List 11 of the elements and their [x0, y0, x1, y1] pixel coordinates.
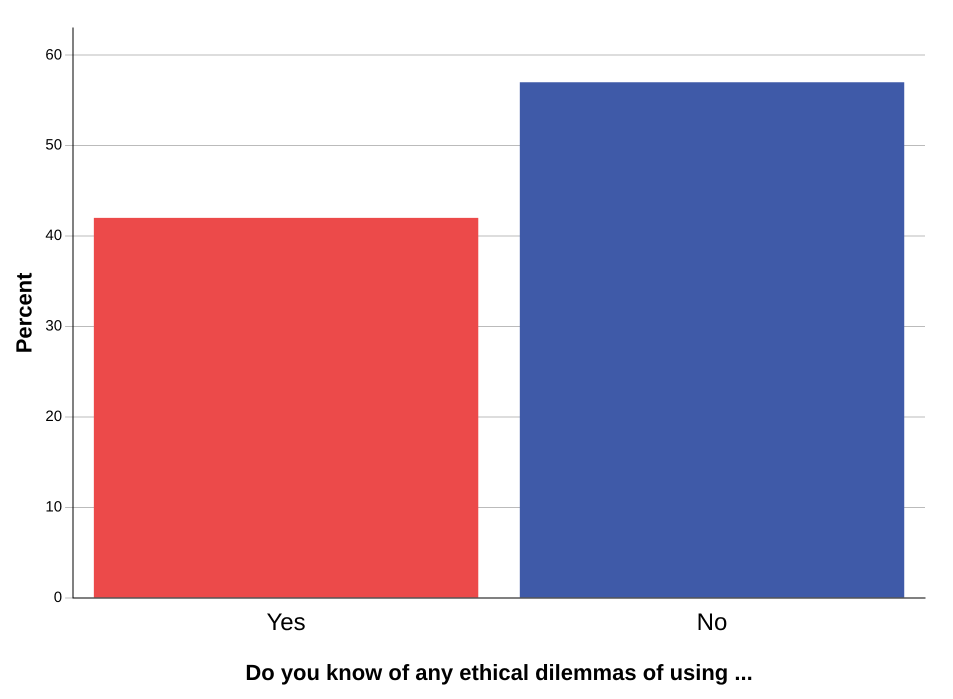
- y-tick-label: 60: [45, 46, 62, 64]
- y-tick-label: 0: [54, 588, 62, 606]
- y-tick-label: 30: [45, 318, 62, 335]
- y-tick-label: 40: [45, 227, 62, 244]
- y-tick-label: 50: [45, 136, 62, 154]
- x-tick-label: Yes: [266, 608, 306, 636]
- y-tick-label: 10: [45, 498, 62, 516]
- x-axis-title: Do you know of any ethical dilemmas of using ...: [245, 660, 753, 685]
- y-tick-label: 20: [45, 408, 62, 426]
- y-axis-title: Percent: [11, 272, 36, 354]
- x-tick-label: No: [696, 608, 728, 636]
